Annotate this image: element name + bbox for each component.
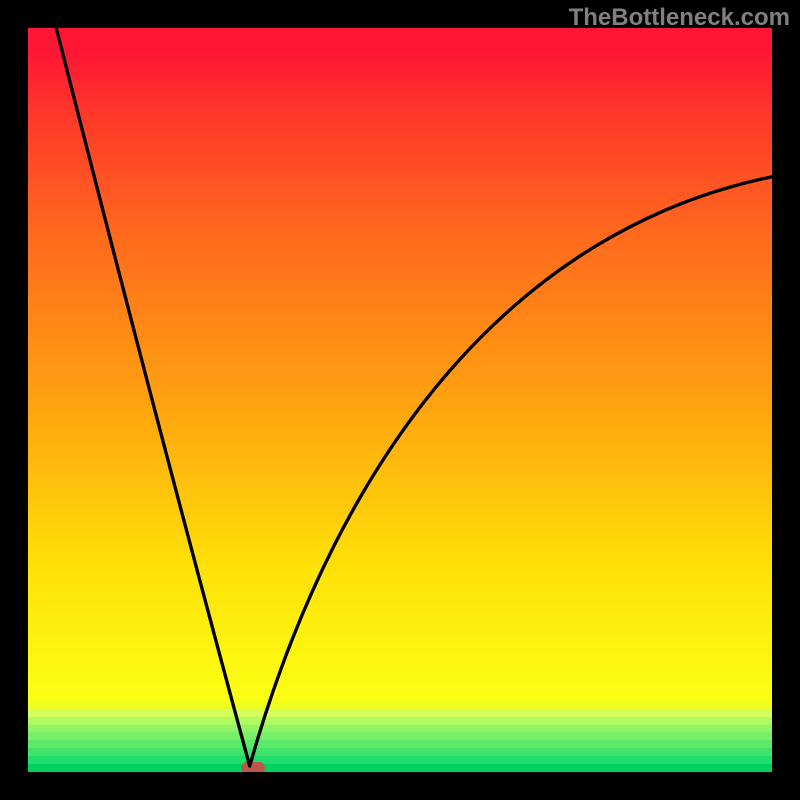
bottleneck-curve	[56, 28, 772, 766]
watermark-text: TheBottleneck.com	[569, 4, 790, 32]
curve-svg-front	[28, 28, 772, 772]
chart-stage	[28, 28, 772, 772]
chart-container: TheBottleneck.com	[0, 0, 800, 800]
